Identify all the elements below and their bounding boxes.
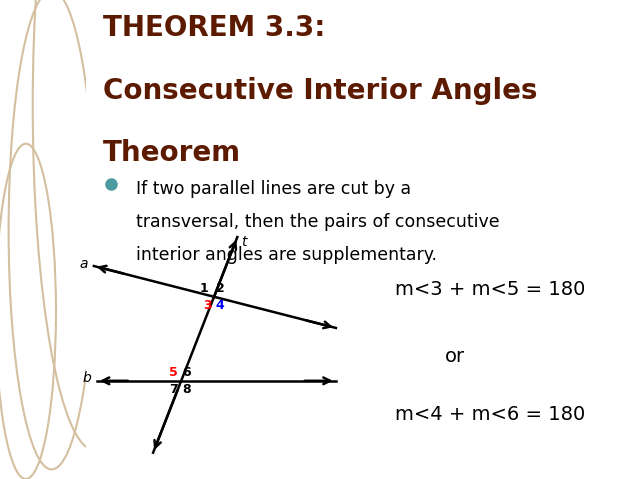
Text: If two parallel lines are cut by a: If two parallel lines are cut by a <box>136 180 411 198</box>
Text: transversal, then the pairs of consecutive: transversal, then the pairs of consecuti… <box>136 213 500 231</box>
Text: 2: 2 <box>216 282 225 295</box>
Text: or: or <box>445 347 465 366</box>
Text: 3: 3 <box>203 299 212 312</box>
Text: 1: 1 <box>200 282 209 295</box>
Text: m<4 + m<6 = 180: m<4 + m<6 = 180 <box>395 405 586 424</box>
Text: THEOREM 3.3:: THEOREM 3.3: <box>103 14 325 42</box>
Text: t: t <box>242 235 247 249</box>
Text: m<3 + m<5 = 180: m<3 + m<5 = 180 <box>395 280 586 299</box>
Text: interior angles are supplementary.: interior angles are supplementary. <box>136 246 437 264</box>
Text: a: a <box>80 257 88 271</box>
Text: b: b <box>83 371 92 386</box>
Text: 4: 4 <box>216 299 225 312</box>
Text: Consecutive Interior Angles: Consecutive Interior Angles <box>103 77 537 104</box>
Text: 5: 5 <box>169 366 178 379</box>
Text: 7: 7 <box>169 383 178 396</box>
Text: 6: 6 <box>182 366 191 379</box>
Text: Theorem: Theorem <box>103 139 241 167</box>
Text: 8: 8 <box>182 383 191 396</box>
